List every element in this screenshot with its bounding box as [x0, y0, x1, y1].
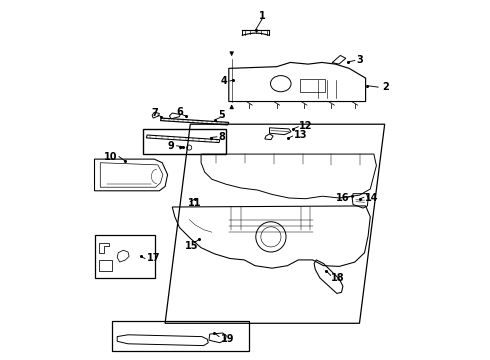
Text: 6: 6 [177, 107, 184, 117]
Text: 7: 7 [151, 108, 158, 118]
Bar [99, 260, 112, 271]
Text: 16: 16 [336, 193, 349, 203]
Text: 19: 19 [220, 334, 234, 344]
Text: 18: 18 [331, 273, 345, 283]
Bar [300, 80, 324, 92]
Text: 4: 4 [220, 76, 227, 86]
Bar [144, 129, 225, 154]
Text: 17: 17 [147, 253, 161, 264]
Text: 3: 3 [357, 55, 364, 66]
Text: 13: 13 [294, 130, 307, 140]
Text: 15: 15 [185, 240, 198, 251]
Text: 8: 8 [218, 132, 225, 142]
Text: 10: 10 [104, 152, 117, 162]
Text: 2: 2 [382, 82, 389, 92]
Text: 12: 12 [299, 121, 313, 131]
Text: 14: 14 [365, 193, 378, 203]
Text: 11: 11 [188, 198, 201, 208]
Bar [112, 321, 248, 351]
Text: 9: 9 [168, 141, 174, 151]
Text: 5: 5 [218, 110, 225, 120]
Bar [95, 235, 155, 278]
Text: 1: 1 [259, 11, 266, 21]
